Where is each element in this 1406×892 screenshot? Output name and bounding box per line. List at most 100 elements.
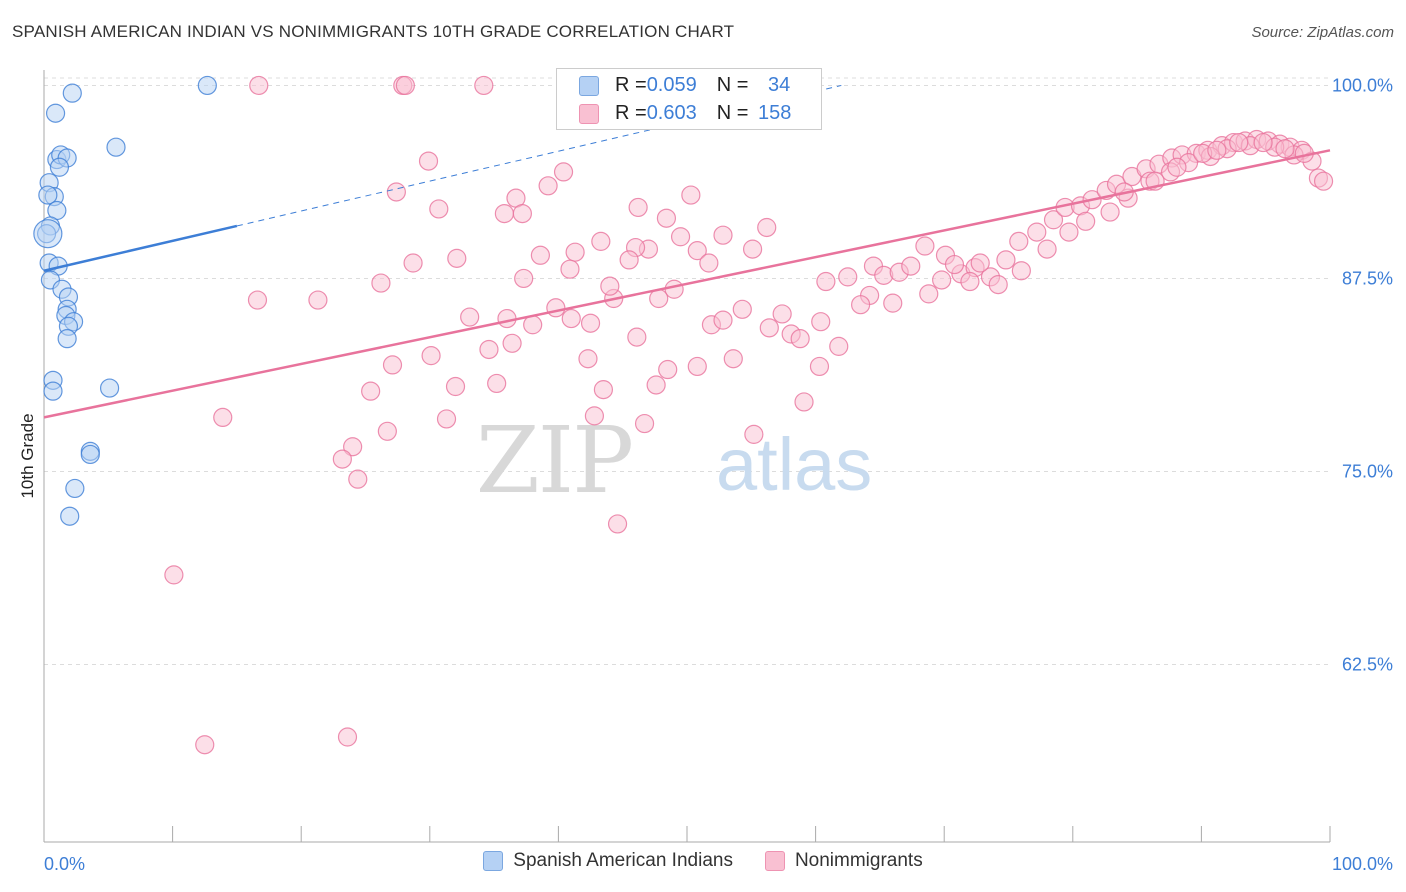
data-point (502, 333, 522, 353)
data-point (591, 231, 611, 251)
data-point (628, 197, 648, 218)
data-point (57, 329, 77, 349)
data-point (487, 373, 507, 394)
data-point (460, 307, 480, 327)
data-point (1037, 239, 1057, 259)
stats-legend: R = 0.059 N = 34 R = 0.603 N = 158 (556, 68, 822, 130)
stats-row-blue: R = 0.059 N = 34 (579, 74, 790, 97)
watermark: ZIP atlas (476, 407, 872, 514)
data-point (38, 185, 58, 205)
data-point (1229, 132, 1249, 153)
data-point (33, 219, 63, 249)
data-point (757, 217, 777, 238)
data-point (164, 565, 184, 585)
y-tick-label: 87.5% (1342, 268, 1393, 288)
y-tick-labels: 62.5% 75.0% 87.5% 100.0% (1332, 75, 1393, 674)
chart-title: SPANISH AMERICAN INDIAN VS NONIMMIGRANTS… (12, 22, 735, 41)
data-point (838, 267, 858, 287)
data-point (421, 346, 441, 366)
chart-source: Source: ZipAtlas.com (1251, 24, 1394, 41)
data-point (919, 284, 939, 304)
data-point (530, 245, 550, 265)
blue-swatch (579, 75, 599, 96)
data-point (474, 75, 494, 96)
data-point (403, 253, 423, 273)
data-point (646, 375, 666, 395)
data-point (418, 151, 439, 171)
data-point (627, 327, 647, 347)
data-point (584, 406, 605, 426)
data-point (600, 276, 620, 296)
data-point (759, 318, 779, 338)
data-point (43, 381, 63, 401)
spanish-american-indians-points (33, 75, 217, 526)
data-point (560, 259, 580, 279)
data-point (343, 437, 363, 457)
axes (43, 70, 1331, 843)
data-point (593, 380, 614, 400)
blue-trend-line (43, 224, 238, 272)
data-point (670, 227, 691, 247)
y-tick-label: 75.0% (1342, 461, 1393, 481)
legend-item-spanish-american-indians[interactable]: Spanish American Indians (483, 850, 733, 872)
data-point (395, 75, 415, 96)
data-point (538, 176, 558, 196)
blue-swatch (483, 851, 504, 871)
data-point (371, 273, 391, 293)
y-tick-label: 62.5% (1342, 654, 1393, 674)
data-point (249, 75, 269, 96)
data-point (829, 336, 849, 356)
data-point (772, 304, 792, 324)
data-point (80, 444, 100, 465)
data-point (742, 239, 763, 259)
r-label: R = (615, 102, 647, 124)
data-point (332, 449, 352, 469)
data-point (447, 248, 467, 268)
data-point (1207, 140, 1227, 160)
r-value: 0.603 (646, 102, 697, 124)
data-point (1253, 132, 1273, 153)
data-point (578, 349, 598, 369)
data-point (479, 339, 499, 360)
data-point (62, 83, 82, 103)
n-value: 34 (768, 74, 791, 96)
data-point (699, 253, 719, 273)
r-label: R = (615, 74, 647, 96)
data-point (580, 313, 601, 333)
data-point (723, 349, 743, 369)
data-point (619, 250, 639, 270)
data-point (960, 271, 980, 292)
trend-lines (43, 84, 1331, 419)
data-point (512, 203, 532, 224)
data-point (996, 250, 1016, 270)
data-point (494, 203, 514, 224)
data-point (1043, 210, 1064, 230)
nonimmigrants-points (164, 75, 1334, 755)
data-point (565, 242, 585, 262)
data-point (732, 299, 752, 319)
data-point (377, 421, 397, 441)
data-point (656, 208, 677, 228)
data-point (1009, 231, 1029, 251)
bottom-legend: Spanish American Indians Nonimmigrants (0, 850, 1406, 872)
data-point (99, 378, 120, 398)
data-point (546, 298, 566, 318)
legend-item-nonimmigrants[interactable]: Nonimmigrants (764, 850, 923, 872)
data-point (932, 270, 952, 290)
pink-trend-line (43, 149, 1331, 419)
data-point (1059, 222, 1079, 242)
x-tick-labels: 0.0% 100.0% (44, 854, 1393, 874)
data-point (337, 727, 358, 747)
data-point (944, 254, 965, 275)
data-point (874, 265, 894, 285)
data-point (744, 424, 764, 444)
watermark-zip: ZIP (476, 407, 632, 514)
data-point (1313, 171, 1334, 191)
data-point (49, 157, 70, 177)
data-point (915, 236, 935, 256)
data-point (247, 290, 268, 310)
stats-row-pink: R = 0.603 N = 158 (579, 102, 791, 125)
data-point (1027, 222, 1047, 242)
r-value: 0.059 (646, 74, 697, 96)
